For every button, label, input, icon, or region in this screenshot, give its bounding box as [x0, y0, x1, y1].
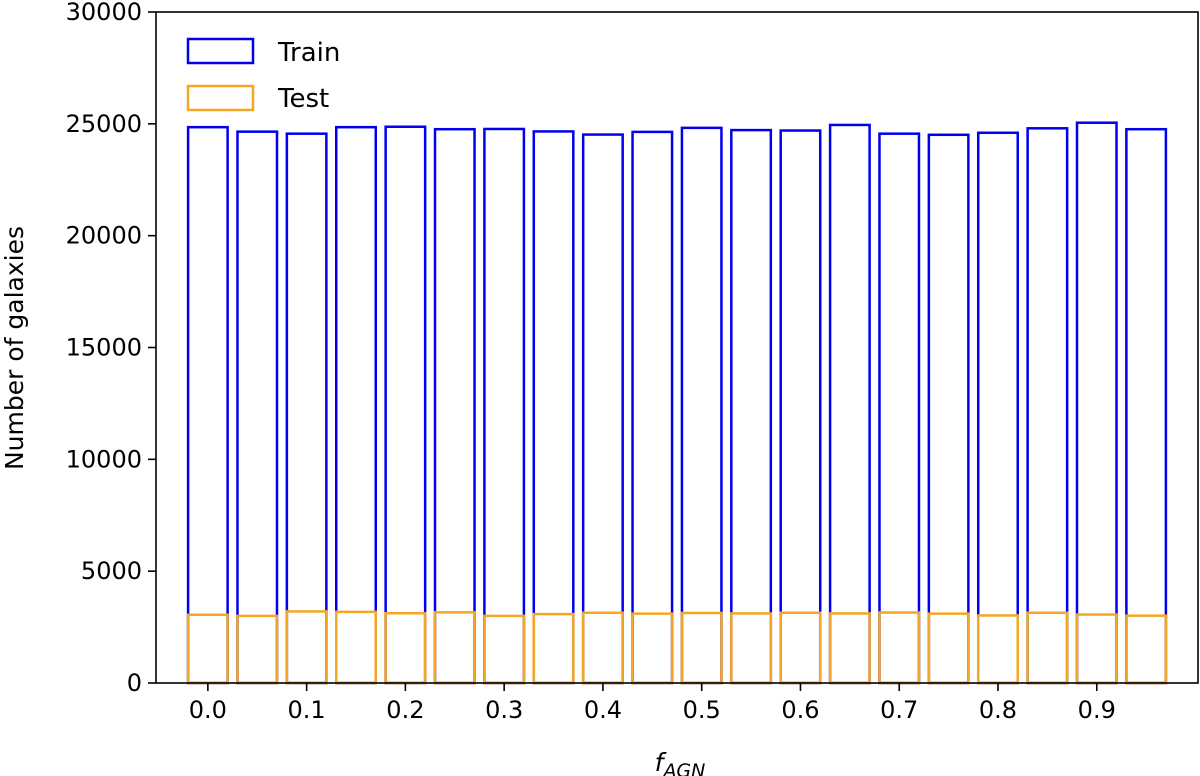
x-tick-label: 0.3 [485, 696, 523, 724]
x-tick-label: 0.6 [781, 696, 819, 724]
train-bar [335, 125, 378, 685]
test-bar [581, 611, 624, 685]
test-bars [186, 610, 1168, 685]
x-axis-label-subscript: AGN [661, 760, 705, 776]
x-tick-label: 0.4 [584, 696, 622, 724]
y-tick-label: 20000 [66, 222, 142, 250]
train-bar [186, 125, 229, 685]
test-bar [483, 614, 526, 685]
x-tick-label: 0.7 [880, 696, 918, 724]
train-bar [828, 123, 871, 685]
test-bar [433, 611, 476, 685]
test-bar [384, 611, 427, 685]
test-bar [1125, 614, 1168, 685]
y-tick-label: 5000 [81, 557, 142, 585]
test-bar [532, 612, 575, 685]
test-bar [1075, 613, 1118, 685]
train-bar [927, 133, 970, 685]
y-tick-label: 30000 [66, 0, 142, 26]
train-bar [532, 130, 575, 685]
test-bar [927, 612, 970, 685]
train-bars [186, 121, 1168, 685]
y-axis-ticks: 0 5000 10000 15000 20000 25000 30000 [66, 0, 156, 697]
test-bar [236, 614, 279, 685]
train-bar [1026, 127, 1069, 685]
legend-swatch-train [186, 37, 255, 65]
y-tick-label: 25000 [66, 110, 142, 138]
test-bar [680, 611, 723, 685]
x-tick-label: 0.2 [386, 696, 424, 724]
y-tick-label: 15000 [66, 334, 142, 362]
x-tick-label: 0.8 [979, 696, 1017, 724]
y-tick-label: 0 [127, 669, 142, 697]
x-tick-label: 0.9 [1078, 696, 1116, 724]
test-bar [335, 610, 378, 685]
train-bar [730, 128, 773, 685]
train-bar [878, 132, 921, 685]
train-bar [1075, 121, 1118, 685]
test-bar [631, 612, 674, 685]
x-tick-label: 0.5 [683, 696, 721, 724]
train-bar [581, 133, 624, 685]
train-bar [285, 132, 328, 685]
train-bar [976, 131, 1019, 685]
test-bar [730, 612, 773, 685]
train-bar [433, 127, 476, 685]
y-tick-label: 10000 [66, 445, 142, 473]
train-bar [631, 130, 674, 685]
x-tick-label: 0.0 [189, 696, 227, 724]
legend-swatch-test [186, 84, 255, 112]
train-bar [483, 127, 526, 685]
x-axis-label: fAGN [655, 748, 706, 776]
y-axis-label: Number of galaxies [0, 226, 29, 470]
test-bar [285, 610, 328, 685]
legend-label-test: Test [277, 84, 329, 114]
test-bar [878, 611, 921, 685]
test-bar [186, 613, 229, 685]
train-bar [236, 130, 279, 685]
test-bar [976, 614, 1019, 685]
test-bar [828, 612, 871, 685]
x-tick-label: 0.1 [288, 696, 326, 724]
legend: Train Test [186, 37, 340, 114]
legend-label-train: Train [277, 38, 340, 68]
test-bar [779, 611, 822, 685]
train-bar [680, 126, 723, 685]
test-bar [1026, 611, 1069, 685]
train-bar [384, 125, 427, 685]
x-axis-ticks: 0.0 0.1 0.2 0.3 0.4 0.5 0.6 0.7 0.8 0.9 [189, 683, 1116, 724]
train-bar [779, 129, 822, 685]
train-bar [1125, 127, 1168, 685]
